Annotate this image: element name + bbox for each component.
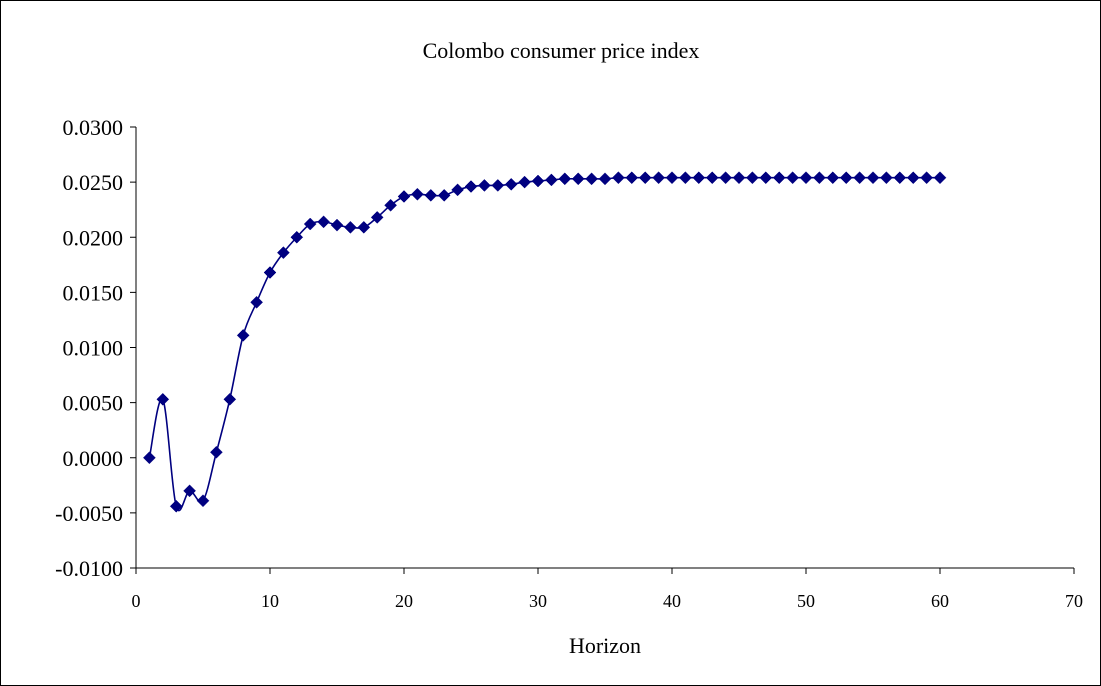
x-tick-label: 40 <box>663 591 681 611</box>
data-point <box>679 172 691 184</box>
data-point <box>921 172 933 184</box>
data-point <box>318 216 330 228</box>
data-point <box>746 172 758 184</box>
data-point <box>840 172 852 184</box>
data-point <box>438 189 450 201</box>
data-point <box>545 174 557 186</box>
x-tick-labels: 0 10 20 30 40 50 60 70 <box>132 591 1084 611</box>
data-point <box>143 452 155 464</box>
series-line <box>149 178 940 511</box>
y-tick-label: 0.0000 <box>63 446 124 471</box>
data-point <box>907 172 919 184</box>
data-point <box>210 446 222 458</box>
data-point <box>612 172 624 184</box>
y-tick-label: -0.0100 <box>55 556 123 581</box>
data-point <box>224 393 236 405</box>
data-point <box>478 179 490 191</box>
x-axis-label: Horizon <box>569 633 641 658</box>
y-tick-label: 0.0250 <box>63 170 124 195</box>
data-point <box>519 176 531 188</box>
data-point <box>398 190 410 202</box>
data-point <box>666 172 678 184</box>
chart-title: Colombo consumer price index <box>423 38 700 63</box>
data-point <box>827 172 839 184</box>
data-point <box>706 172 718 184</box>
data-point <box>880 172 892 184</box>
data-point <box>505 178 517 190</box>
data-point <box>639 172 651 184</box>
data-point <box>586 173 598 185</box>
x-tick-label: 0 <box>132 591 141 611</box>
x-tick-label: 60 <box>931 591 949 611</box>
data-point <box>787 172 799 184</box>
x-tick-label: 30 <box>529 591 547 611</box>
data-point <box>251 296 263 308</box>
data-point <box>693 172 705 184</box>
data-point <box>599 173 611 185</box>
data-point <box>760 172 772 184</box>
y-tick-label: 0.0150 <box>63 280 124 305</box>
data-point <box>264 267 276 279</box>
data-point <box>358 221 370 233</box>
data-point <box>800 172 812 184</box>
data-point <box>733 172 745 184</box>
y-tick-label: 0.0200 <box>63 225 124 250</box>
data-point <box>720 172 732 184</box>
data-point <box>492 179 504 191</box>
data-point <box>532 175 544 187</box>
x-tick-label: 50 <box>797 591 815 611</box>
data-point <box>894 172 906 184</box>
data-point <box>425 189 437 201</box>
data-point <box>626 172 638 184</box>
data-point <box>813 172 825 184</box>
y-tick-label: 0.0050 <box>63 391 124 416</box>
axes <box>130 127 1074 574</box>
data-point <box>934 172 946 184</box>
x-tick-label: 70 <box>1065 591 1083 611</box>
y-tick-label: 0.0100 <box>63 336 124 361</box>
y-tick-label: 0.0300 <box>63 115 124 140</box>
data-point <box>559 173 571 185</box>
data-point <box>773 172 785 184</box>
x-tick-label: 10 <box>261 591 279 611</box>
data-point <box>867 172 879 184</box>
y-tick-label: -0.0050 <box>55 501 123 526</box>
data-point <box>411 188 423 200</box>
series-markers <box>143 172 946 513</box>
data-point <box>331 219 343 231</box>
data-point <box>452 184 464 196</box>
data-point <box>653 172 665 184</box>
data-point <box>197 495 209 507</box>
data-point <box>344 221 356 233</box>
x-tick-label: 20 <box>395 591 413 611</box>
data-point <box>237 329 249 341</box>
data-point <box>465 181 477 193</box>
data-point <box>572 173 584 185</box>
data-point <box>854 172 866 184</box>
y-tick-labels: -0.0100 -0.0050 0.0000 0.0050 0.0100 0.0150 0.… <box>55 115 123 581</box>
